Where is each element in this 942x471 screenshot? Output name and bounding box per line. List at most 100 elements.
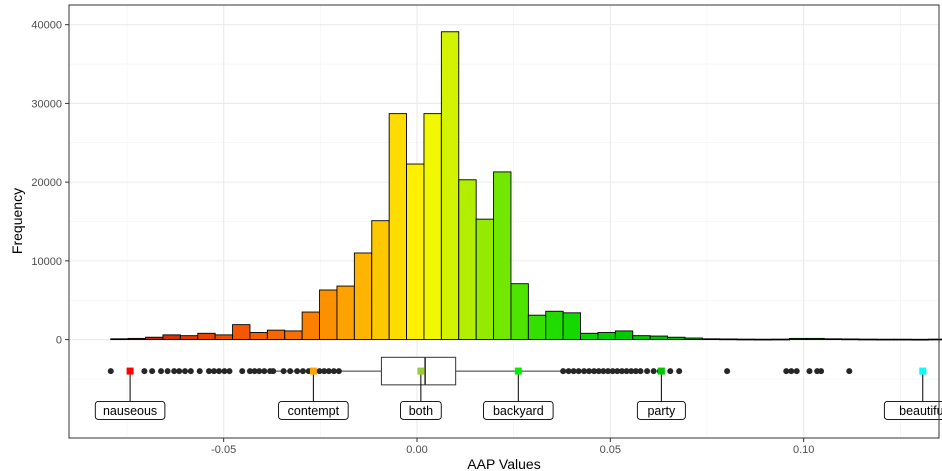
outlier-point [261, 368, 268, 375]
histogram-bar [353, 252, 373, 341]
outlier-point [196, 368, 203, 375]
outlier-point [600, 368, 607, 375]
histogram-bar [754, 338, 773, 341]
outlier-point [623, 368, 630, 375]
word-label-box [400, 400, 442, 420]
histogram-bar [127, 337, 147, 341]
word-label: both [409, 404, 433, 418]
outlier-point [724, 368, 731, 375]
x-axis-title: AAP Values [467, 456, 540, 471]
histogram-bar [597, 332, 616, 341]
histogram-bar [841, 338, 860, 341]
outlier-point [158, 368, 165, 375]
outlier-point [325, 368, 332, 375]
histogram-bar [510, 283, 529, 341]
minor-gridlines [69, 5, 939, 438]
histogram-bar [806, 337, 825, 341]
histogram-bar [562, 312, 582, 341]
outlier-point [280, 368, 287, 375]
histogram-bar [214, 334, 234, 341]
histogram-bar [249, 332, 268, 341]
x-tick-label: 0.10 [793, 444, 814, 456]
outlier-point [846, 368, 853, 375]
outlier-point [182, 368, 188, 375]
outlier-point [270, 368, 277, 375]
histogram-bar [440, 31, 460, 341]
outlier-point [287, 368, 294, 375]
x-axis-ticks: -0.05 0.00 0.05 0.10 [211, 438, 814, 456]
outlier-point [171, 368, 178, 375]
word-marker [309, 367, 317, 375]
y-tick-label: 10000 [31, 256, 62, 268]
outlier-point [591, 368, 598, 375]
outlier-point [618, 368, 625, 375]
panel-border [68, 4, 940, 439]
outlier-point [149, 368, 156, 375]
outlier-point [316, 368, 323, 375]
word-marker [657, 367, 665, 375]
word-label-box [883, 400, 942, 420]
x-tick-label: 0.05 [600, 444, 621, 456]
histogram-bar [632, 335, 651, 341]
y-axis-title: Frequency [9, 188, 25, 254]
histogram-bar [197, 332, 216, 341]
outlier-point [806, 368, 813, 375]
histogram-bar [701, 338, 721, 341]
histogram-bar [719, 338, 738, 341]
histogram-bar [458, 179, 477, 341]
histogram-bar [371, 220, 390, 341]
x-tick-label: -0.05 [211, 444, 236, 456]
histogram-bar [319, 289, 338, 341]
histogram-bar [875, 338, 895, 341]
histogram-bar [580, 332, 599, 341]
outlier-point [783, 368, 790, 375]
histogram-bar [145, 336, 164, 341]
word-label-box [483, 400, 554, 420]
histogram-bars [110, 31, 942, 341]
histogram-bar [788, 337, 808, 341]
outlier-point [793, 368, 800, 375]
x-tick-label: 0.00 [406, 444, 427, 456]
word-label: contempt [288, 404, 340, 418]
y-tick-label: 20000 [31, 177, 62, 189]
outlier-point [614, 368, 621, 375]
histogram-bar [527, 314, 547, 341]
histogram-bar [388, 113, 408, 341]
histogram-bar [162, 334, 181, 341]
histogram-bar [823, 338, 843, 341]
histogram-bar [614, 330, 634, 341]
histogram-bar [545, 310, 564, 341]
outlier-point [107, 368, 114, 375]
outlier-point [788, 368, 795, 375]
outlier-point [251, 368, 258, 375]
histogram-bar [667, 336, 686, 341]
histogram-bar [301, 311, 321, 341]
outlier-point [256, 368, 263, 375]
word-marker [417, 367, 425, 375]
histogram-bar [858, 338, 877, 341]
word-marker [126, 367, 134, 375]
outlier-point [818, 368, 825, 375]
outlier-point [141, 368, 148, 375]
outlier-point [676, 368, 683, 375]
outlier-point [595, 368, 602, 375]
histogram-bar [232, 324, 251, 341]
word-label: beautiful [899, 404, 942, 418]
word-label: nauseous [103, 404, 157, 418]
histogram-bar [266, 329, 286, 341]
outlier-point [644, 368, 651, 375]
histogram-bar [736, 338, 756, 341]
y-tick-label: 40000 [31, 20, 62, 32]
outlier-point [628, 368, 635, 375]
outlier-point [239, 368, 246, 375]
word-label-box [636, 400, 686, 420]
outlier-point [211, 368, 217, 375]
outlier-point [164, 368, 171, 375]
y-tick-label: 0 [56, 335, 62, 347]
outlier-point [330, 368, 337, 375]
outlier-point [321, 368, 328, 375]
histogram-bar [406, 163, 425, 341]
outlier-point [216, 368, 223, 375]
histogram-bar [110, 338, 129, 341]
